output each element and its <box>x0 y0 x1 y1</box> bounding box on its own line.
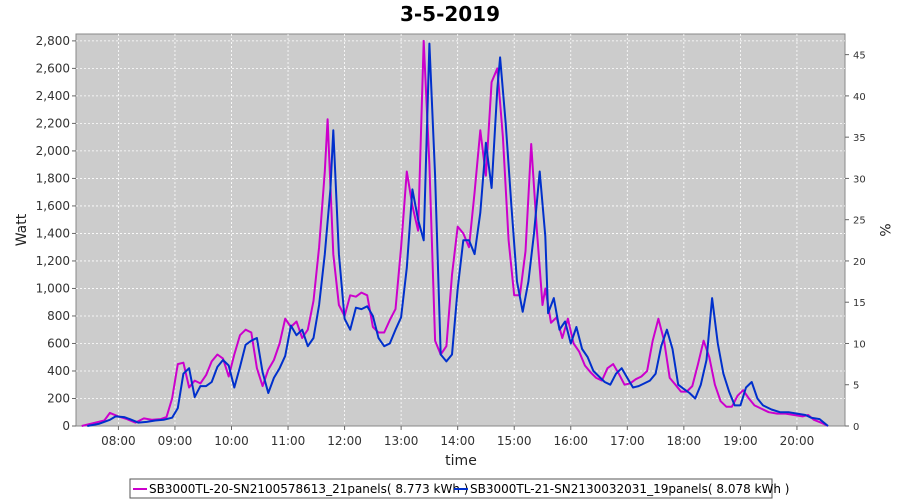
y2-tick-label-7: 35 <box>853 133 866 144</box>
legend-box <box>129 478 773 499</box>
y2-tick-label-1: 5 <box>853 381 859 392</box>
y2-tick-label-8: 40 <box>853 92 866 103</box>
legend-label-series-2: SB3000TL-21-SN2130032031_19panels( 8.078… <box>470 482 789 496</box>
y-tick-label-10: 2,000 <box>36 144 70 158</box>
chart-title: 3-5-2019 <box>400 2 500 26</box>
y-tick-label-3: 600 <box>47 336 70 350</box>
y2-axis-label: % <box>876 223 892 236</box>
y2-tick-label-5: 25 <box>853 216 866 227</box>
y-tick-label-14: 2,800 <box>36 34 70 48</box>
y-tick-label-11: 2,200 <box>36 116 70 130</box>
x-tick-label-3: 11:00 <box>271 434 306 448</box>
series-line-1 <box>81 39 829 427</box>
series-layer <box>81 39 829 427</box>
x-tick-label-11: 19:00 <box>723 434 758 448</box>
y-tick-label-0: 0 <box>62 419 70 433</box>
y-tick-label-9: 1,800 <box>36 171 70 185</box>
y-axis-label: Watt <box>14 213 30 246</box>
x-tick-label-0: 08:00 <box>101 434 136 448</box>
series-line-2 <box>87 42 829 427</box>
y-tick-label-2: 400 <box>47 364 70 378</box>
x-axis-label: time <box>445 453 477 469</box>
x-tick-label-9: 17:00 <box>610 434 645 448</box>
y-axis-right: 0 5 10 15 20 25 30 35 40 45 <box>845 51 866 433</box>
y2-tick-label-9: 45 <box>853 51 866 62</box>
y2-tick-label-0: 0 <box>853 422 859 433</box>
y-axis-left: 0 200 400 600 800 1,000 1,200 1,400 1,600 1,800 2,… <box>36 34 76 433</box>
x-tick-label-2: 10:00 <box>214 434 249 448</box>
y-tick-label-13: 2,600 <box>36 61 70 75</box>
y-tick-label-7: 1,400 <box>36 226 70 240</box>
x-tick-label-7: 15:00 <box>497 434 532 448</box>
y2-tick-label-3: 15 <box>853 298 866 309</box>
x-tick-label-6: 14:00 <box>440 434 475 448</box>
legend-label-series-1: SB3000TL-20-SN2100578613_21panels( 8.773… <box>149 482 468 496</box>
y-tick-label-12: 2,400 <box>36 89 70 103</box>
x-tick-label-4: 12:00 <box>327 434 362 448</box>
y-tick-label-5: 1,000 <box>36 281 70 295</box>
y2-tick-label-6: 30 <box>853 174 866 185</box>
y2-tick-label-4: 20 <box>853 257 866 268</box>
x-tick-label-10: 18:00 <box>667 434 702 448</box>
x-tick-label-5: 13:00 <box>384 434 419 448</box>
y-tick-label-6: 1,200 <box>36 254 70 268</box>
x-tick-label-8: 16:00 <box>553 434 588 448</box>
x-tick-label-12: 20:00 <box>780 434 815 448</box>
y-tick-label-1: 200 <box>47 391 70 405</box>
x-axis: 08:00 09:00 10:00 11:00 12:00 13:00 14:00 15:00… <box>101 426 814 448</box>
legend: SB3000TL-20-SN2100578613_21panels( 8.773… <box>129 478 789 499</box>
y-tick-label-8: 1,600 <box>36 199 70 213</box>
x-tick-label-1: 09:00 <box>158 434 193 448</box>
y-tick-label-4: 800 <box>47 309 70 323</box>
y2-tick-label-2: 10 <box>853 339 866 350</box>
